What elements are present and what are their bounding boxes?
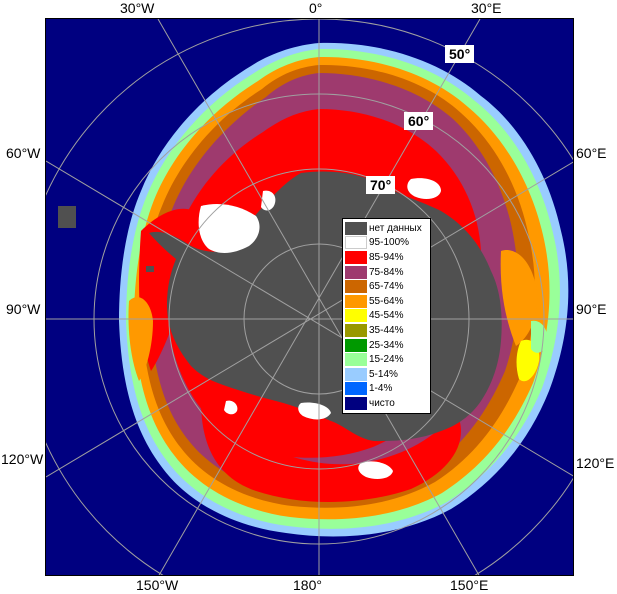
- lon-label-top-30w: 30°W: [120, 0, 155, 16]
- legend-swatch: [345, 280, 367, 294]
- land-patch-small: [146, 266, 154, 272]
- legend-swatch: [345, 236, 367, 250]
- legend-row: 55-64%: [345, 294, 430, 309]
- lon-label-bottom-150w: 150°W: [136, 577, 179, 593]
- legend-swatch: [345, 323, 367, 337]
- map-canvas: [46, 19, 573, 575]
- legend-swatch: [345, 221, 367, 235]
- legend-label: 95-100%: [369, 237, 410, 249]
- legend-row: 45-54%: [345, 309, 430, 324]
- legend-label: 45-54%: [369, 310, 404, 322]
- legend-row: чисто: [345, 396, 430, 411]
- legend-row: 25-34%: [345, 338, 430, 353]
- ice-patch-white-5: [224, 400, 238, 415]
- legend-swatch: [345, 250, 367, 264]
- legend: нет данных 95-100% 85-94% 75-84% 65-74% 55-64…: [342, 218, 431, 414]
- legend-label: 55-64%: [369, 295, 404, 307]
- graticule-meridians: [46, 19, 573, 575]
- ice-patch-white-1: [198, 204, 260, 253]
- ice-patch-orange-east: [500, 250, 538, 346]
- lon-label-left-60w: 60°W: [6, 145, 41, 161]
- legend-swatch: [345, 353, 367, 367]
- legend-label: чисто: [369, 397, 395, 409]
- legend-row: нет данных: [345, 221, 430, 236]
- legend-swatch: [345, 309, 367, 323]
- legend-row: 5-14%: [345, 367, 430, 382]
- legend-label: 25-34%: [369, 339, 404, 351]
- legend-swatch: [345, 265, 367, 279]
- legend-row: 65-74%: [345, 279, 430, 294]
- legend-row: 15-24%: [345, 352, 430, 367]
- sea-ice-map: 50° 60° 70° нет данных 95-100% 85-94% 75-84…: [45, 18, 574, 576]
- lon-label-bottom-180: 180°: [293, 577, 322, 593]
- legend-row: 95-100%: [345, 236, 430, 251]
- lon-label-top-0: 0°: [309, 0, 323, 16]
- latitude-label-50: 50°: [445, 45, 475, 63]
- latitude-label-60: 60°: [404, 112, 434, 130]
- ice-patch-orange-west: [128, 297, 153, 381]
- legend-swatch: [345, 367, 367, 381]
- legend-swatch: [345, 294, 367, 308]
- ice-patch-white-6: [298, 402, 331, 420]
- legend-label: 75-84%: [369, 266, 404, 278]
- lon-label-bottom-150e: 150°E: [450, 577, 489, 593]
- legend-swatch: [345, 338, 367, 352]
- land-patch-west: [58, 206, 76, 228]
- legend-row: 1-4%: [345, 382, 430, 397]
- legend-label: 15-24%: [369, 354, 404, 366]
- legend-row: 85-94%: [345, 250, 430, 265]
- ice-band-red-south: [201, 401, 461, 503]
- legend-label: 65-74%: [369, 281, 404, 293]
- legend-label: 35-44%: [369, 324, 404, 336]
- ice-patch-green-east: [531, 320, 548, 353]
- ice-patch-white-3: [407, 178, 441, 199]
- ice-patch-white-4: [358, 461, 393, 479]
- lon-label-right-120e: 120°E: [576, 455, 615, 471]
- legend-row: 75-84%: [345, 265, 430, 280]
- lon-label-top-30e: 30°E: [471, 0, 502, 16]
- legend-swatch: [345, 396, 367, 410]
- lon-label-right-90e: 90°E: [576, 301, 607, 317]
- legend-label: 85-94%: [369, 251, 404, 263]
- lon-label-right-60e: 60°E: [576, 145, 607, 161]
- legend-swatch: [345, 382, 367, 396]
- latitude-label-70: 70°: [366, 176, 396, 194]
- ice-patch-white-2: [261, 190, 276, 211]
- legend-label: 5-14%: [369, 368, 398, 380]
- legend-label: 1-4%: [369, 383, 393, 395]
- legend-row: 35-44%: [345, 323, 430, 338]
- lon-label-left-120w: 120°W: [1, 451, 44, 467]
- lon-label-left-90w: 90°W: [6, 301, 41, 317]
- legend-label: нет данных: [369, 222, 422, 234]
